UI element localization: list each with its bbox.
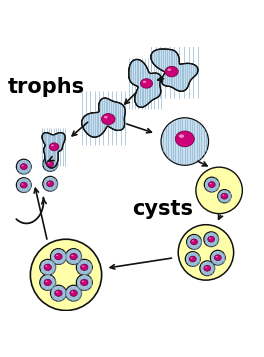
Circle shape: [161, 118, 209, 165]
Ellipse shape: [56, 291, 58, 293]
Ellipse shape: [44, 264, 51, 271]
Ellipse shape: [221, 193, 228, 199]
Ellipse shape: [81, 264, 88, 271]
Ellipse shape: [210, 183, 211, 184]
Circle shape: [40, 275, 56, 290]
Ellipse shape: [205, 267, 207, 268]
Ellipse shape: [51, 145, 54, 146]
Ellipse shape: [45, 266, 48, 267]
Ellipse shape: [47, 161, 54, 167]
Ellipse shape: [20, 182, 27, 188]
Circle shape: [66, 248, 82, 265]
Ellipse shape: [209, 237, 211, 239]
Circle shape: [196, 167, 242, 213]
Circle shape: [210, 250, 225, 265]
Ellipse shape: [82, 281, 84, 282]
Ellipse shape: [191, 257, 192, 259]
Ellipse shape: [216, 256, 218, 257]
Ellipse shape: [71, 255, 73, 256]
Ellipse shape: [71, 291, 73, 293]
Ellipse shape: [167, 69, 171, 71]
Ellipse shape: [20, 164, 27, 170]
Polygon shape: [151, 49, 198, 91]
Text: cysts: cysts: [132, 199, 193, 219]
Ellipse shape: [204, 265, 211, 271]
Ellipse shape: [192, 240, 194, 241]
Polygon shape: [129, 60, 161, 107]
Polygon shape: [82, 98, 125, 137]
Circle shape: [16, 178, 31, 192]
Circle shape: [204, 177, 219, 192]
Circle shape: [30, 239, 102, 311]
Ellipse shape: [48, 162, 50, 164]
Polygon shape: [42, 133, 65, 168]
Ellipse shape: [179, 134, 184, 138]
Circle shape: [200, 261, 215, 276]
Circle shape: [76, 260, 92, 275]
Circle shape: [66, 285, 82, 301]
Ellipse shape: [70, 253, 77, 260]
Ellipse shape: [55, 253, 62, 260]
Ellipse shape: [22, 183, 23, 185]
Ellipse shape: [208, 182, 215, 187]
Circle shape: [50, 285, 66, 301]
Ellipse shape: [104, 116, 108, 119]
Ellipse shape: [189, 256, 196, 262]
Circle shape: [187, 235, 201, 249]
Ellipse shape: [70, 290, 77, 296]
Circle shape: [218, 190, 231, 203]
Circle shape: [178, 225, 234, 280]
Ellipse shape: [82, 266, 84, 267]
Ellipse shape: [101, 114, 115, 125]
Ellipse shape: [191, 239, 197, 245]
Ellipse shape: [214, 255, 221, 261]
Text: trophs: trophs: [8, 77, 85, 97]
Circle shape: [43, 176, 58, 191]
Ellipse shape: [175, 131, 194, 147]
Ellipse shape: [143, 81, 146, 83]
Ellipse shape: [140, 79, 153, 88]
Circle shape: [40, 260, 56, 275]
Circle shape: [185, 252, 200, 266]
Ellipse shape: [49, 143, 59, 151]
Circle shape: [43, 157, 58, 171]
Ellipse shape: [222, 195, 224, 196]
Ellipse shape: [45, 281, 48, 282]
Ellipse shape: [47, 181, 54, 187]
Polygon shape: [42, 133, 65, 168]
Ellipse shape: [208, 236, 215, 242]
Ellipse shape: [165, 66, 178, 77]
Circle shape: [204, 232, 219, 247]
Ellipse shape: [44, 279, 51, 286]
Ellipse shape: [56, 255, 58, 256]
Ellipse shape: [55, 290, 62, 296]
Ellipse shape: [48, 182, 50, 183]
Polygon shape: [129, 60, 161, 107]
Circle shape: [16, 159, 31, 174]
Circle shape: [50, 248, 66, 265]
Polygon shape: [151, 49, 198, 91]
Ellipse shape: [81, 279, 88, 286]
Circle shape: [76, 275, 92, 290]
Polygon shape: [82, 98, 125, 137]
Ellipse shape: [22, 165, 23, 166]
